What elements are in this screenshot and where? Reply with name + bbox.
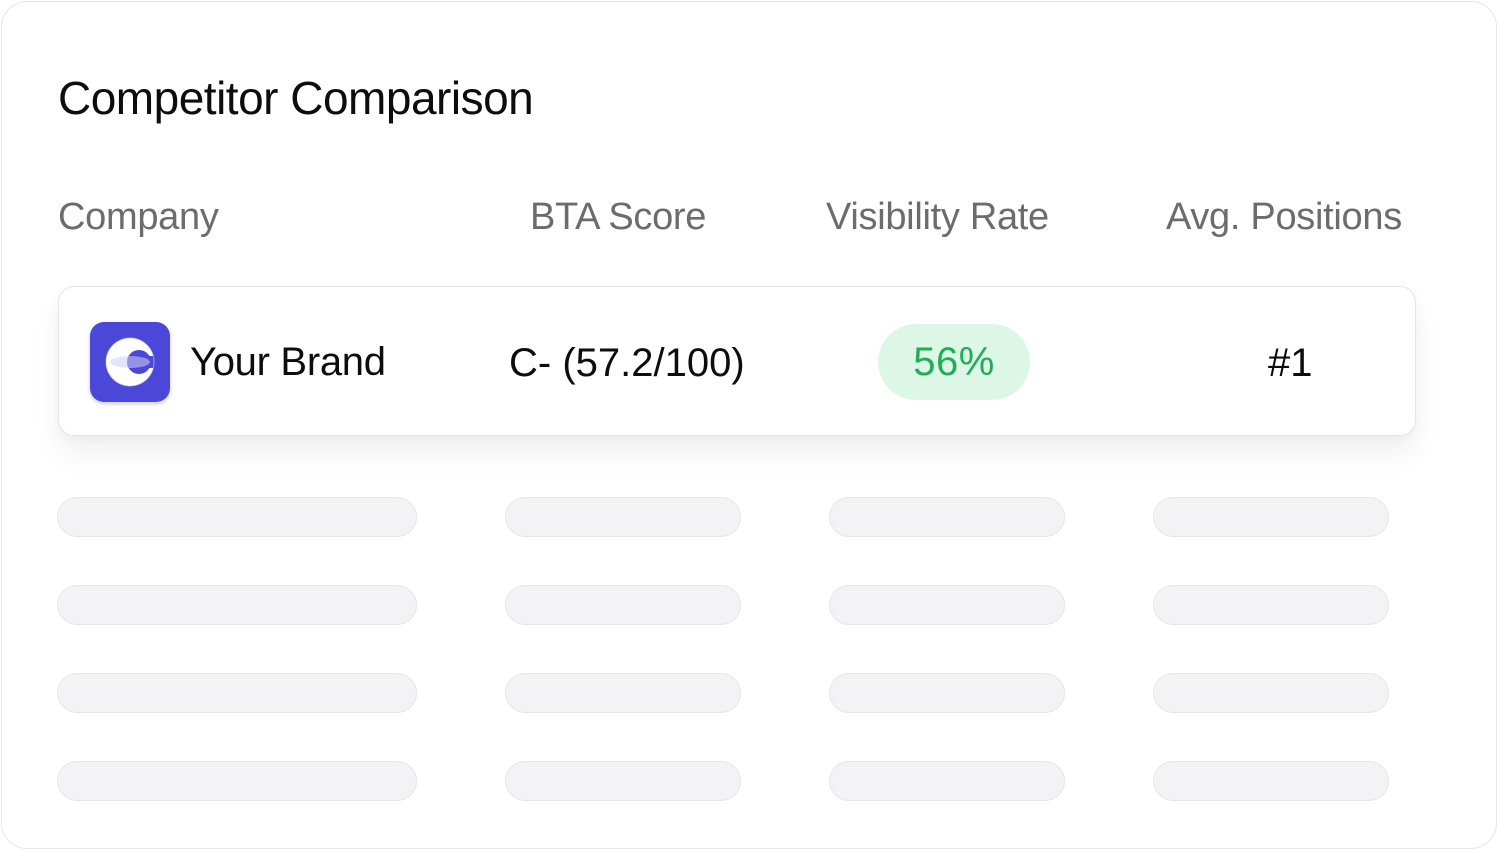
- skeleton-row-1-company: [57, 497, 417, 537]
- company-name: Your Brand: [190, 340, 386, 384]
- brand-c-logo-icon: [90, 322, 170, 402]
- skeleton-row-3-visibility: [829, 673, 1065, 713]
- table-row-your-brand[interactable]: Your Brand C- (57.2/100) 56% #1: [58, 286, 1416, 436]
- skeleton-row-1-bta: [505, 497, 741, 537]
- card-title: Competitor Comparison: [58, 72, 534, 124]
- skeleton-row-4-visibility: [829, 761, 1065, 801]
- skeleton-row-2-position: [1153, 585, 1389, 625]
- skeleton-row-4-position: [1153, 761, 1389, 801]
- bta-score-value: C- (57.2/100): [509, 341, 745, 385]
- skeleton-row-3-position: [1153, 673, 1389, 713]
- skeleton-row-4-company: [57, 761, 417, 801]
- skeleton-row-4-bta: [505, 761, 741, 801]
- avg-position-value: #1: [1268, 341, 1313, 385]
- skeleton-row-3-company: [57, 673, 417, 713]
- visibility-rate-badge: 56%: [878, 324, 1030, 400]
- skeleton-row-2-bta: [505, 585, 741, 625]
- skeleton-row-2-company: [57, 585, 417, 625]
- skeleton-row-2-visibility: [829, 585, 1065, 625]
- skeleton-row-3-bta: [505, 673, 741, 713]
- header-visibility-rate: Visibility Rate: [826, 196, 1049, 238]
- header-avg-positions: Avg. Positions: [1166, 196, 1402, 238]
- header-bta-score: BTA Score: [530, 196, 707, 238]
- skeleton-row-1-visibility: [829, 497, 1065, 537]
- header-company: Company: [58, 196, 219, 238]
- skeleton-row-1-position: [1153, 497, 1389, 537]
